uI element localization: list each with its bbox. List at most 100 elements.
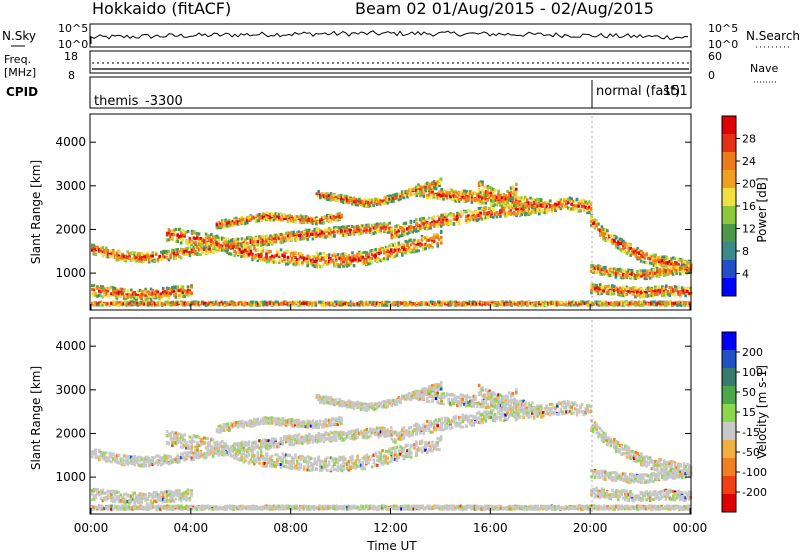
nsearch-tick-top: 10^5 <box>708 22 738 35</box>
range-gate-cell <box>265 252 268 255</box>
range-gate-cell <box>606 229 609 232</box>
range-gate-cell <box>492 200 495 203</box>
range-gate-cell <box>296 238 299 241</box>
range-gate-cell <box>606 239 609 242</box>
range-gate-cell <box>342 260 345 263</box>
range-gate-cell <box>433 240 436 243</box>
range-gate-cell <box>114 287 117 290</box>
range-gate-cell <box>190 286 193 289</box>
range-gate-cell <box>95 253 98 256</box>
freq-tick-top: 18 <box>64 50 78 63</box>
range-gate-cell <box>112 250 115 253</box>
range-gate-cell <box>506 201 509 204</box>
range-gate-cell <box>485 207 488 210</box>
nave-label: Nave <box>750 62 778 75</box>
range-gate-cell <box>658 286 661 289</box>
range-gate-cell <box>626 293 629 296</box>
range-gate-cell <box>301 261 304 264</box>
nsky-label: N.Sky <box>2 29 36 43</box>
range-gate-cell <box>474 211 477 214</box>
range-gate-cell <box>590 288 593 291</box>
range-gate-cell <box>175 228 178 231</box>
plot-title: Hokkaido (fitACF) <box>92 0 231 18</box>
nave-tick-bottom: 0 <box>708 69 715 82</box>
range-gate-cell <box>497 197 500 200</box>
range-gate-cell <box>417 239 420 242</box>
range-gate-cell <box>219 245 222 248</box>
range-gate-cell <box>274 260 277 263</box>
nsky-count-line <box>91 31 688 44</box>
range-gate-cell <box>175 296 178 299</box>
range-gate-cell <box>333 235 336 238</box>
freq-label-line1: Freq. <box>4 53 31 66</box>
range-gate-cell <box>173 233 176 236</box>
range-gate-cell <box>315 235 318 238</box>
range-gate-cell <box>371 261 374 264</box>
range-gate-cell <box>440 178 443 181</box>
range-gate-cell <box>565 200 568 203</box>
range-gate-cell <box>599 283 602 286</box>
range-gate-cell <box>262 250 265 253</box>
range-gate-cell <box>631 269 634 272</box>
range-gate-cell <box>490 194 493 197</box>
range-gate-cell <box>613 292 616 295</box>
range-gate-cell <box>428 217 431 220</box>
range-gate-cell <box>330 220 333 223</box>
freq-label-line2: [MHz] <box>4 66 36 79</box>
range-gate-cell <box>512 197 515 200</box>
range-gate-cell <box>265 212 268 215</box>
range-gate-cell <box>158 255 161 258</box>
range-gate-cell <box>645 261 648 264</box>
range-gate-cell <box>198 232 201 235</box>
range-gate-cell <box>344 253 347 256</box>
range-gate-cell <box>492 207 495 210</box>
range-gate-cell <box>230 239 233 242</box>
range-gate-cell <box>424 188 427 191</box>
range-gate-cell <box>353 233 356 236</box>
range-gate-cell <box>551 208 554 211</box>
range-gate-cell <box>176 285 179 288</box>
range-gate-cell <box>182 286 185 289</box>
range-gate-cell <box>315 302 318 305</box>
range-gate-cell <box>175 257 178 260</box>
nsky-frame <box>90 24 691 47</box>
range-gate-cell <box>446 197 449 200</box>
freq-tick-bottom: 8 <box>68 69 75 82</box>
range-gate-cell <box>257 243 260 246</box>
range-gate-cell <box>601 225 604 228</box>
range-gate-cell <box>417 249 420 252</box>
range-gate-cell <box>168 297 171 300</box>
nave-tick-top: 60 <box>708 50 722 63</box>
range-gate-cell <box>431 246 434 249</box>
cpid-segment-1-id: -3300 <box>145 94 183 109</box>
range-gate-cell <box>118 250 121 253</box>
range-gate-cell <box>499 215 502 218</box>
range-gate-cell <box>513 204 516 207</box>
range-gate-cell <box>175 293 178 296</box>
range-gate-cell <box>515 188 518 191</box>
range-gate-cell <box>615 236 618 239</box>
range-gate-cell <box>410 221 413 224</box>
range-gate-cell <box>288 261 291 264</box>
range-gate-cell <box>180 256 183 259</box>
range-gate-cell <box>319 252 322 255</box>
range-gate-cell <box>265 249 268 252</box>
range-gate-cell <box>107 249 110 252</box>
range-gate-cell <box>538 212 541 215</box>
range-gate-cell <box>367 253 370 256</box>
range-gate-cell <box>210 233 213 236</box>
range-gate-cell <box>182 238 185 241</box>
range-gate-cell <box>187 230 190 233</box>
range-gate-cell <box>232 242 235 245</box>
range-gate-cell <box>255 237 258 240</box>
range-gate-cell <box>494 189 497 192</box>
range-gate-cell <box>235 242 238 245</box>
range-gate-cell <box>479 212 482 215</box>
range-gate-cell <box>478 188 481 191</box>
range-gate-cell <box>294 221 297 224</box>
range-gate-cell <box>549 199 552 202</box>
range-gate-cell <box>424 247 427 250</box>
range-gate-cell <box>419 227 422 230</box>
range-gate-cell <box>169 256 172 259</box>
range-gate-cell <box>636 270 639 273</box>
